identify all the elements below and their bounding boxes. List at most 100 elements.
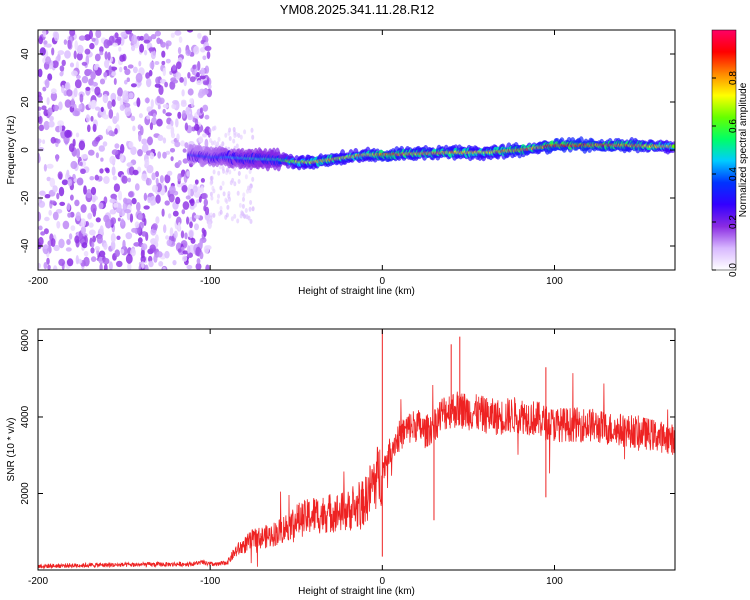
noise-cell (108, 35, 115, 46)
noise-cell (155, 171, 159, 178)
noise-cell (219, 209, 223, 215)
noise-cell (221, 180, 225, 186)
noise-cell (100, 157, 104, 162)
noise-cell (251, 176, 255, 182)
noise-cell (81, 75, 89, 84)
noise-cell (85, 221, 89, 227)
noise-cell (237, 179, 241, 184)
noise-cell (127, 262, 132, 270)
noise-cell (114, 32, 119, 39)
noise-cell (150, 99, 154, 109)
noise-cell (202, 133, 207, 138)
noise-cell (83, 250, 89, 257)
noise-cell (216, 141, 220, 147)
noise-cell (172, 260, 177, 266)
noise-cell (162, 104, 169, 109)
noise-cell (202, 104, 209, 112)
noise-cell (145, 72, 151, 79)
y-tick-label: 40 (20, 48, 31, 60)
noise-cell (46, 97, 50, 106)
noise-cell (103, 176, 110, 184)
noise-cell (96, 234, 103, 244)
signal-core (672, 144, 675, 149)
noise-cell (116, 260, 123, 268)
noise-cell (187, 88, 194, 96)
noise-cell (164, 81, 169, 88)
noise-cell (95, 136, 101, 142)
noise-cell (45, 43, 52, 48)
noise-cell (160, 41, 166, 48)
noise-cell (174, 141, 181, 148)
noise-cell (157, 134, 164, 141)
noise-cell (144, 264, 149, 270)
noise-cell (114, 249, 120, 257)
noise-cell (53, 244, 60, 252)
noise-cell (92, 197, 96, 203)
noise-cell (207, 221, 212, 229)
noise-cell (154, 30, 161, 37)
noise-cell (118, 190, 123, 201)
noise-cell (189, 76, 196, 83)
noise-cell (169, 185, 176, 195)
noise-cell (131, 44, 136, 52)
noise-cell (110, 209, 115, 215)
noise-cell (251, 206, 255, 212)
colorbar-tick-label: 0.6 (728, 119, 739, 133)
noise-cell (116, 36, 122, 43)
noise-cell (187, 113, 194, 121)
noise-cell (132, 169, 139, 176)
noise-cell (109, 198, 116, 204)
noise-cell (146, 115, 151, 120)
noise-cell (193, 214, 200, 219)
noise-cell (59, 71, 64, 77)
noise-cell (196, 258, 201, 265)
noise-cell (56, 221, 61, 229)
noise-cell (158, 261, 164, 267)
noise-cell (86, 69, 93, 74)
noise-cell (84, 48, 91, 55)
noise-cell (127, 177, 131, 183)
noise-cell (136, 202, 141, 212)
noise-cell (107, 51, 111, 61)
noise-cell (164, 200, 170, 206)
noise-cell (137, 237, 143, 244)
noise-cell (111, 71, 117, 77)
y-tick-label: 6000 (20, 329, 31, 352)
noise-cell (209, 215, 213, 221)
noise-cell (67, 212, 72, 218)
noise-cell (83, 185, 87, 195)
noise-cell (206, 51, 211, 60)
noise-cell (208, 84, 212, 90)
noise-cell (103, 214, 110, 223)
noise-cell (143, 205, 150, 210)
noise-cell (162, 266, 166, 270)
noise-cell (144, 97, 150, 104)
noise-cell (98, 250, 106, 258)
noise-cell (90, 256, 97, 262)
noise-cell (67, 179, 73, 187)
noise-cell (154, 83, 161, 88)
noise-cell (182, 201, 190, 210)
noise-cell (38, 262, 41, 269)
noise-cell (168, 193, 175, 203)
noise-cell (180, 230, 185, 239)
noise-cell (116, 235, 121, 240)
noise-cell (134, 221, 140, 229)
noise-cell (66, 202, 71, 211)
noise-cell (103, 39, 110, 49)
noise-cell (87, 212, 93, 220)
noise-cell (43, 228, 49, 235)
noise-cell (196, 72, 200, 78)
line-frame (37, 328, 676, 571)
noise-cell (225, 212, 229, 218)
noise-cell (99, 225, 104, 236)
chart-title: YM08.2025.341.11.28.R12 (280, 2, 434, 17)
noise-cell (78, 140, 86, 151)
y-tick-label: 2000 (20, 482, 31, 505)
noise-cell (43, 262, 48, 270)
noise-cell (229, 180, 233, 186)
noise-cell (150, 34, 157, 40)
noise-cell (152, 113, 157, 119)
noise-cell (185, 195, 191, 200)
